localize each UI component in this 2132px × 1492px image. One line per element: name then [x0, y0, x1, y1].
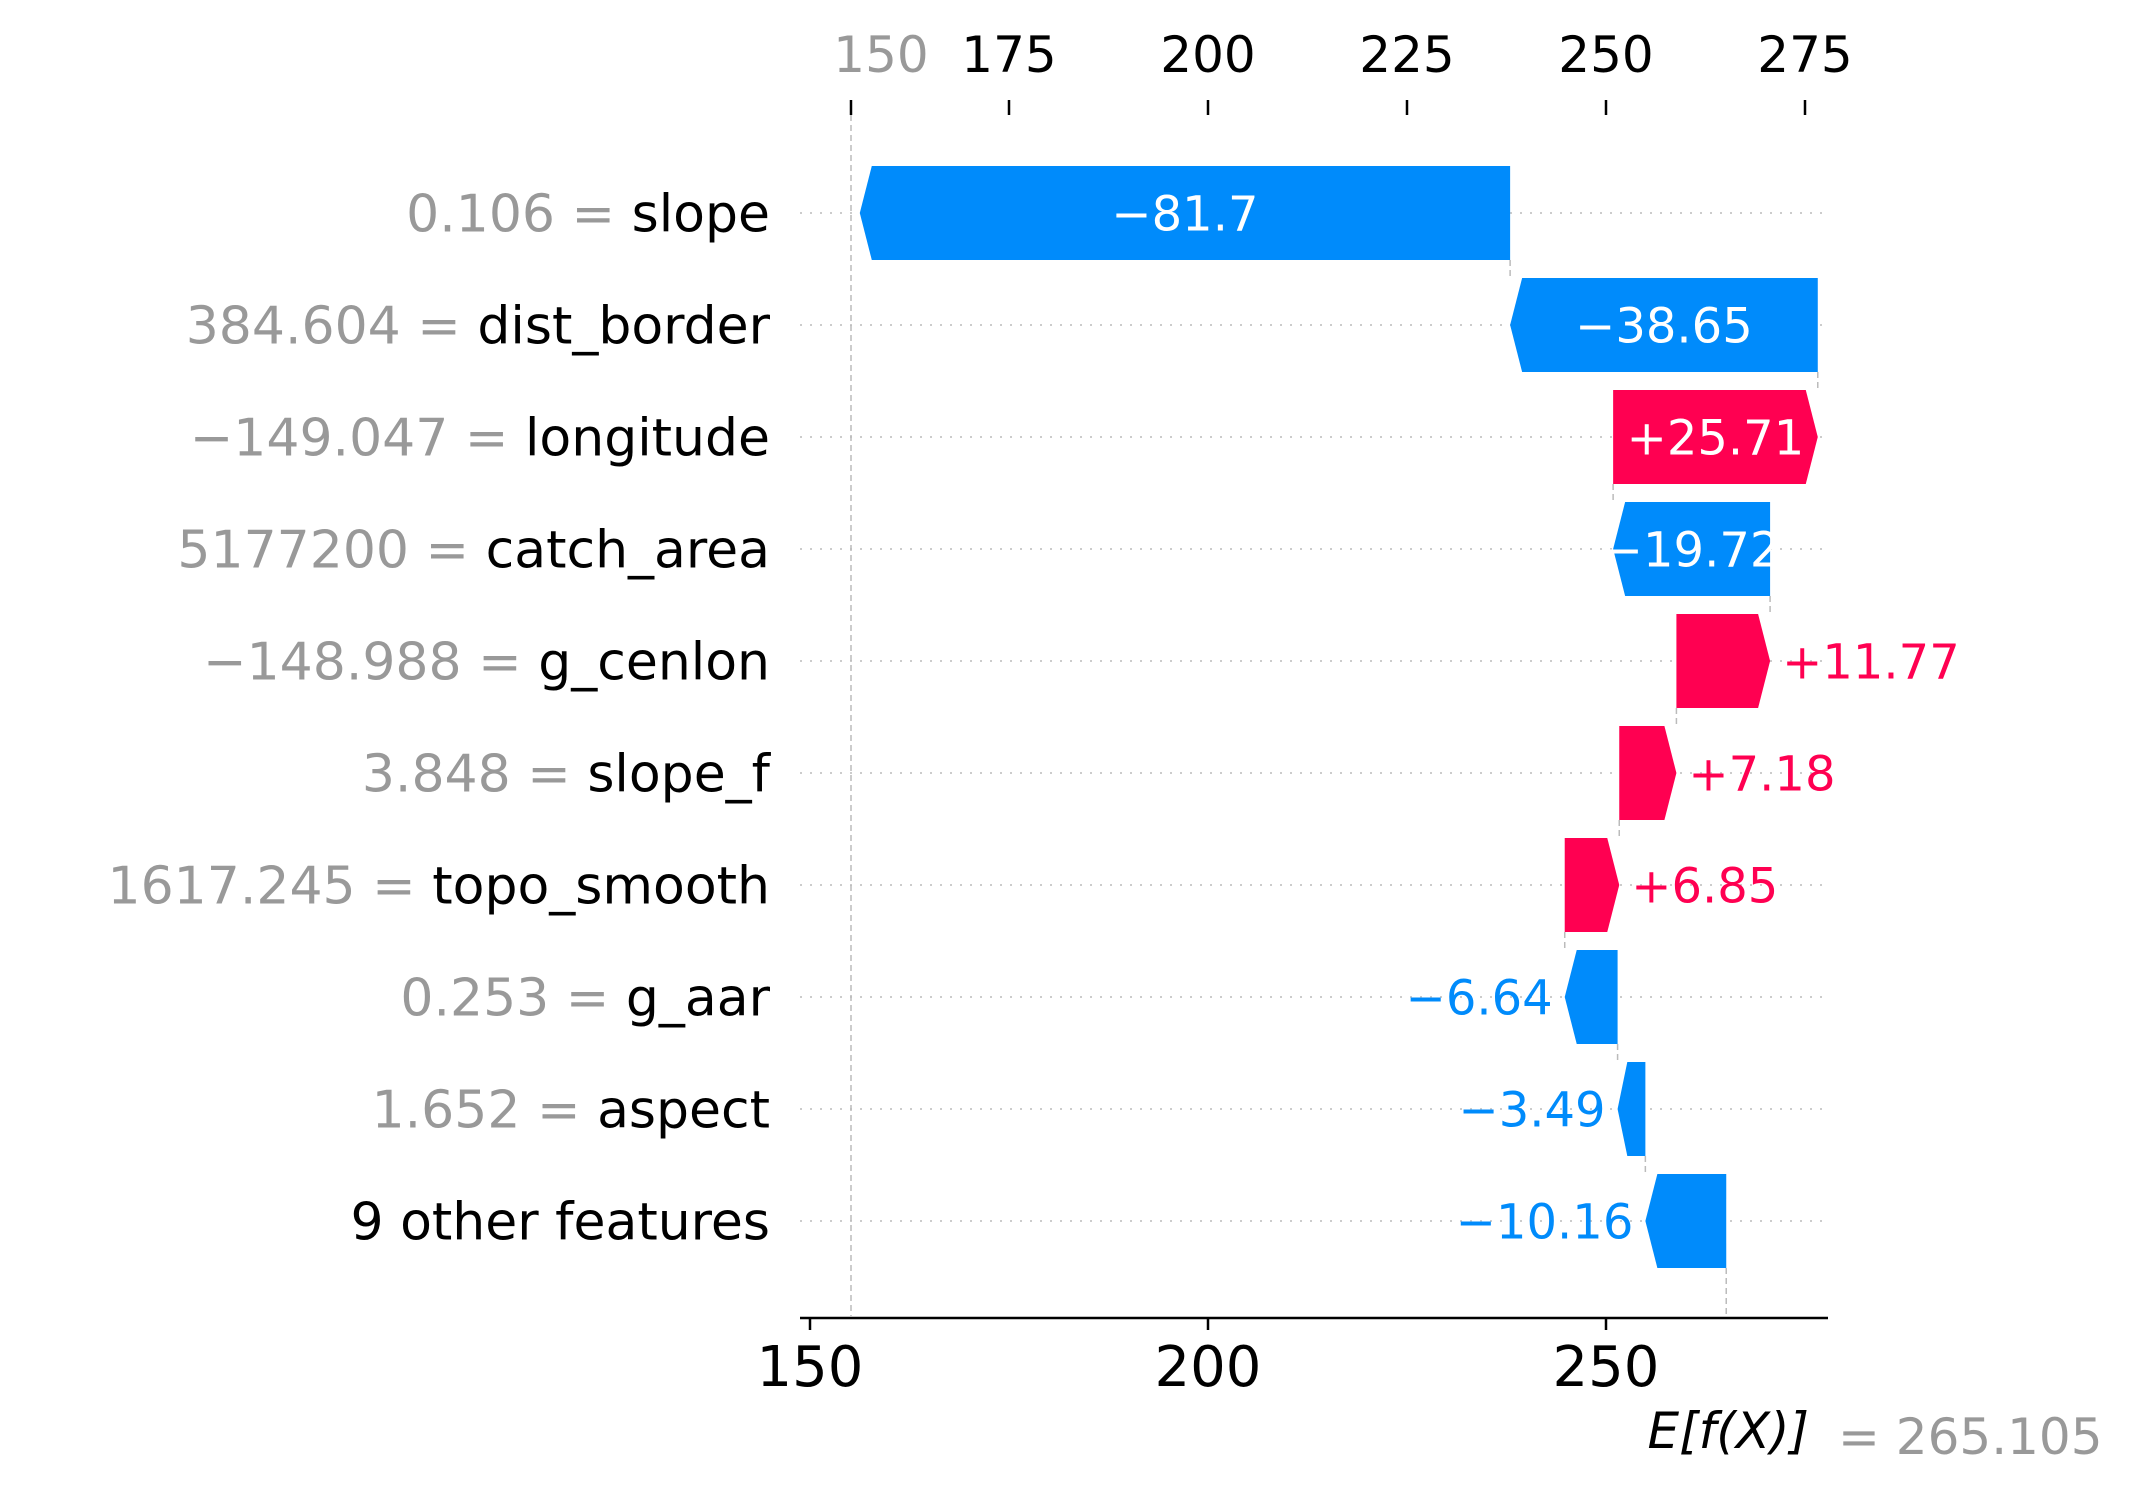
top-axis-tick-label: 175 — [961, 26, 1056, 84]
bottom-x-axis: 150 200 250 — [757, 1316, 1828, 1400]
feature-name: slope_f — [587, 745, 771, 805]
feature-value: 3.848 = — [362, 745, 588, 805]
final-value-tick-label: 150 — [833, 26, 928, 84]
base-value-annotation: E[f(X)] = 265.105 — [1648, 1402, 2103, 1466]
feature-name: slope — [632, 185, 770, 245]
feature-label: 0.253 = g_aar — [400, 969, 770, 1029]
shap-value-label: −10.16 — [1456, 1194, 1634, 1250]
feature-label: −149.047 = longitude — [190, 409, 770, 469]
shap-value-label: −81.7 — [1111, 186, 1258, 242]
waterfall-bar-slope — [859, 166, 1511, 260]
waterfall-bar-9-other-features — [1645, 1174, 1727, 1268]
waterfall-bar-longitude — [1613, 390, 1818, 484]
top-axis-tick-label: 200 — [1160, 26, 1255, 84]
feature-label: 3.848 = slope_f — [362, 745, 772, 805]
feature-label: 0.106 = slope — [406, 185, 770, 245]
waterfall-bar-g-aar — [1564, 950, 1618, 1044]
feature-value: 1617.245 = — [108, 857, 433, 917]
bottom-axis-tick-label: 200 — [1155, 1335, 1262, 1400]
feature-labels: −81.7 0.106 = slope −38.65 384.604 = dist_b… — [108, 185, 1960, 1253]
feature-label: 1.652 = aspect — [372, 1081, 770, 1141]
feature-name: g_aar — [626, 969, 771, 1029]
top-x-axis: 150 175 200 225 250 275 — [833, 26, 1853, 115]
feature-name: 9 other features — [350, 1193, 770, 1253]
feature-name: longitude — [525, 409, 770, 469]
base-value-text: = 265.105 — [1838, 1408, 2103, 1466]
top-axis-tick-label: 250 — [1558, 26, 1653, 84]
feature-name: g_cenlon — [538, 633, 770, 693]
base-value-label: E[f(X)] — [1648, 1402, 1809, 1460]
feature-value: 384.604 = — [186, 297, 478, 357]
waterfall-bar-g-cenlon — [1676, 614, 1771, 708]
feature-value: 0.253 = — [400, 969, 626, 1029]
shap-value-label: +6.85 — [1631, 858, 1778, 914]
feature-value: 5177200 = — [177, 521, 485, 581]
waterfall-bar-dist-border — [1510, 278, 1818, 372]
feature-value: −149.047 = — [190, 409, 525, 469]
feature-value: 0.106 = — [406, 185, 632, 245]
shap-value-label: +11.77 — [1782, 634, 1960, 690]
shap-value-label: +7.18 — [1688, 746, 1835, 802]
feature-value: 1.652 = — [372, 1081, 598, 1141]
feature-label: 384.604 = dist_border — [186, 297, 771, 357]
waterfall-bar-topo-smooth — [1564, 838, 1620, 932]
waterfall-bar-slope-f — [1619, 726, 1677, 820]
feature-name: aspect — [597, 1081, 770, 1141]
shap-value-label: +25.71 — [1627, 410, 1805, 466]
feature-label: 9 other features — [350, 1193, 770, 1253]
top-axis-tick-label: 225 — [1359, 26, 1454, 84]
feature-label: 5177200 = catch_area — [177, 521, 770, 581]
waterfall-bar-aspect — [1617, 1062, 1646, 1156]
top-axis-tick-label: 275 — [1757, 26, 1852, 84]
feature-name: catch_area — [486, 521, 770, 581]
feature-label: 1617.245 = topo_smooth — [108, 857, 771, 917]
guide-lines — [850, 115, 1819, 1318]
bottom-axis-tick-label: 250 — [1553, 1335, 1660, 1400]
shap-value-label: −6.64 — [1406, 970, 1553, 1026]
shap-value-label: −19.72 — [1603, 522, 1781, 578]
feature-label: −148.988 = g_cenlon — [203, 633, 770, 693]
bottom-axis-tick-label: 150 — [757, 1335, 864, 1400]
feature-name: dist_border — [477, 297, 770, 357]
waterfall-bar-catch-area — [1613, 502, 1771, 596]
feature-value: −148.988 = — [203, 633, 538, 693]
shap-value-label: −38.65 — [1575, 298, 1753, 354]
feature-name: topo_smooth — [432, 857, 770, 917]
waterfall-bars — [859, 166, 1818, 1268]
shap-value-label: −3.49 — [1458, 1082, 1605, 1138]
